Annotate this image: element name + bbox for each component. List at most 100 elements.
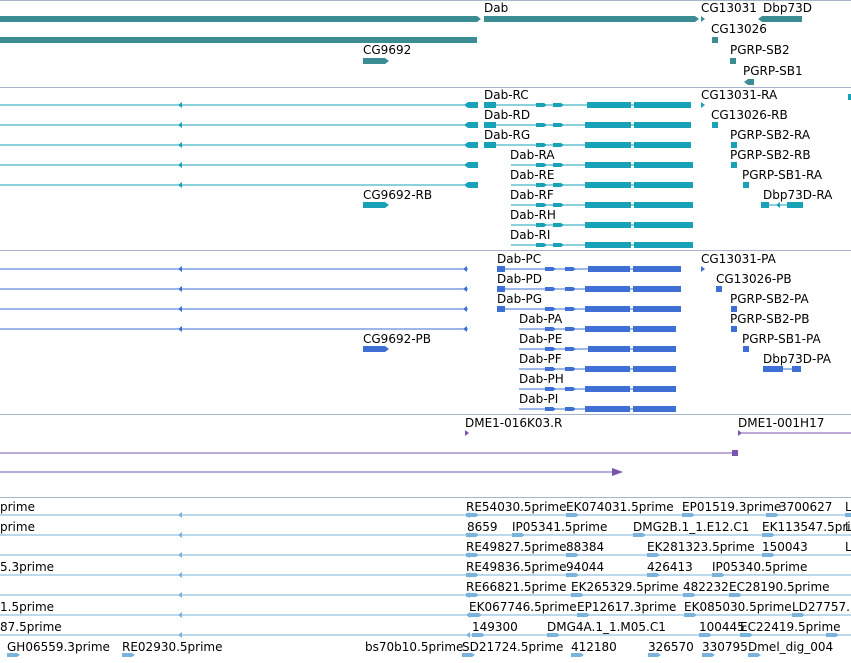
est-label[interactable]: prime [0,500,35,514]
transcript-label[interactable]: Dab-RA [510,148,555,162]
est-label[interactable]: EK085030.5prime [684,600,792,614]
est-label[interactable]: L [845,520,851,534]
est-glyph [571,653,581,657]
protein-label[interactable]: CG13031-PA [701,252,776,266]
est-label[interactable]: L [845,500,851,514]
est-label[interactable]: 100445 [699,620,745,634]
transcript-label[interactable]: Dab-RF [510,188,554,202]
est-label[interactable]: EK074031.5prime [566,500,674,514]
protein-label[interactable]: Dab-PC [497,252,542,266]
protein-label[interactable]: Dab-PF [519,352,562,366]
protein-label[interactable]: Dab-PA [519,312,563,326]
est-label[interactable]: EK265329.5prime [571,580,679,594]
est-label[interactable]: SD21724.5prime [462,640,564,654]
transcript-label[interactable]: Dab-RI [510,228,551,242]
est-label[interactable]: IP05341.5prime [512,520,608,534]
transcript-label[interactable]: CG9692-RB [363,188,433,202]
exon-block [585,242,631,248]
est-label[interactable]: 482232 [683,580,729,594]
clone-label[interactable]: DME1-001H17 [738,416,825,430]
protein-label[interactable]: PGRP-SB2-PA [730,292,809,306]
est-label[interactable]: RE49827.5prime [466,540,567,554]
transcript-label[interactable]: Dab-RG [484,128,531,142]
protein-label[interactable]: Dab-PG [497,292,543,306]
est-label[interactable]: prime [0,520,35,534]
transcript-label[interactable]: Dab-RE [510,168,555,182]
est-label[interactable]: DMG2B.1_1.E12.C1 [633,520,750,534]
est-label[interactable]: 150043 [762,540,808,554]
est-label[interactable]: EK067746.5prime [469,600,577,614]
strand-arrow [553,347,556,351]
est-glyph [547,633,557,637]
est-label[interactable]: 5.3prime [0,560,55,574]
est-label[interactable]: RE49836.5prime [466,560,567,574]
strand-arrow [744,79,748,85]
protein-label[interactable]: Dab-PE [519,332,563,346]
est-label[interactable]: L [845,540,851,554]
protein-label[interactable]: Dab-PD [497,272,543,286]
strand-arrow [772,533,775,537]
gene-label-dbp73d[interactable]: Dbp73D [763,1,812,15]
clone-label[interactable]: DME1-016K03.R [465,416,563,430]
transcript-label[interactable]: Dbp73D-RA [763,188,833,202]
gene-label-pgrp-sb2[interactable]: PGRP-SB2 [730,43,790,57]
exon-block [633,266,681,272]
transcript-label[interactable]: Dab-RC [484,88,529,102]
gene-label-cg9692[interactable]: CG9692 [363,43,412,57]
est-label[interactable]: 8659 [467,520,498,534]
transcript-label[interactable]: PGRP-SB2-RA [730,128,811,142]
strand-arrow [476,553,479,557]
est-label[interactable]: LD27757. [792,600,850,614]
est-label[interactable]: bs70b10.5prime [365,640,464,654]
est-label[interactable]: RE54030.5prime [466,500,567,514]
est-label[interactable]: GH06559.3prime [7,640,110,654]
est-label[interactable]: IP05340.5prime [712,560,808,574]
gene-label-cg13031[interactable]: CG13031 [701,1,757,15]
protein-label[interactable]: Dab-PI [519,392,559,406]
strand-arrow [712,653,715,657]
strand-arrow [178,142,182,148]
transcript-label[interactable]: CG13031-RA [701,88,778,102]
est-label[interactable]: EK281323.5prime [647,540,755,554]
est-label[interactable]: DMG4A.1_1.M05.C1 [547,620,666,634]
est-label[interactable]: EC28190.5prime [729,580,830,594]
transcript-label[interactable]: PGRP-SB2-RB [730,148,811,162]
est-label[interactable]: 87.5prime [0,620,62,634]
est-label[interactable]: 149300 [472,620,518,634]
gene-label-pgrp-sb1[interactable]: PGRP-SB1 [743,64,803,78]
est-label[interactable]: 426413 [647,560,693,574]
protein-label[interactable]: CG9692-PB [363,332,432,346]
est-label[interactable]: EP01519.3prime [682,500,782,514]
transcript-label[interactable]: Dab-RD [484,108,531,122]
protein-label[interactable]: Dbp73D-PA [763,352,831,366]
strand-arrow [701,266,705,272]
protein-label[interactable]: Dab-PH [519,372,564,386]
est-label[interactable]: 3700627 [779,500,833,514]
est-label[interactable]: Dmel_dig_004 [748,640,834,654]
est-label[interactable]: EK113547.5prime [762,520,851,534]
est-label[interactable]: RE02930.5prime [122,640,223,654]
est-label[interactable]: RE66821.5prime [466,580,567,594]
est-label[interactable]: 1.5prime [0,600,55,614]
est-label[interactable]: EC22419.5prime [740,620,841,634]
transcript-label[interactable]: CG13026-RB [711,108,788,122]
protein-label[interactable]: PGRP-SB2-PB [730,312,810,326]
protein-label[interactable]: PGRP-SB1-PA [742,332,821,346]
exon-block [468,102,478,108]
exon-block [585,326,630,332]
est-glyph [712,573,722,577]
est-label[interactable]: 94044 [566,560,605,574]
gene-label-dab[interactable]: Dab [484,1,509,15]
strand-arrow [472,653,475,657]
est-label[interactable]: 412180 [571,640,617,654]
strand-arrow [573,287,576,291]
transcript-label[interactable]: PGRP-SB1-RA [742,168,823,182]
est-label[interactable]: 330795 [702,640,748,654]
protein-label[interactable]: CG13026-PB [716,272,792,286]
est-label[interactable]: 88384 [566,540,605,554]
transcript-label[interactable]: Dab-RH [510,208,556,222]
est-label[interactable]: 326570 [648,640,694,654]
est-label[interactable]: EP12617.3prime [577,600,677,614]
gene-label-cg13026[interactable]: CG13026 [711,22,767,36]
est-glyph [845,513,851,517]
